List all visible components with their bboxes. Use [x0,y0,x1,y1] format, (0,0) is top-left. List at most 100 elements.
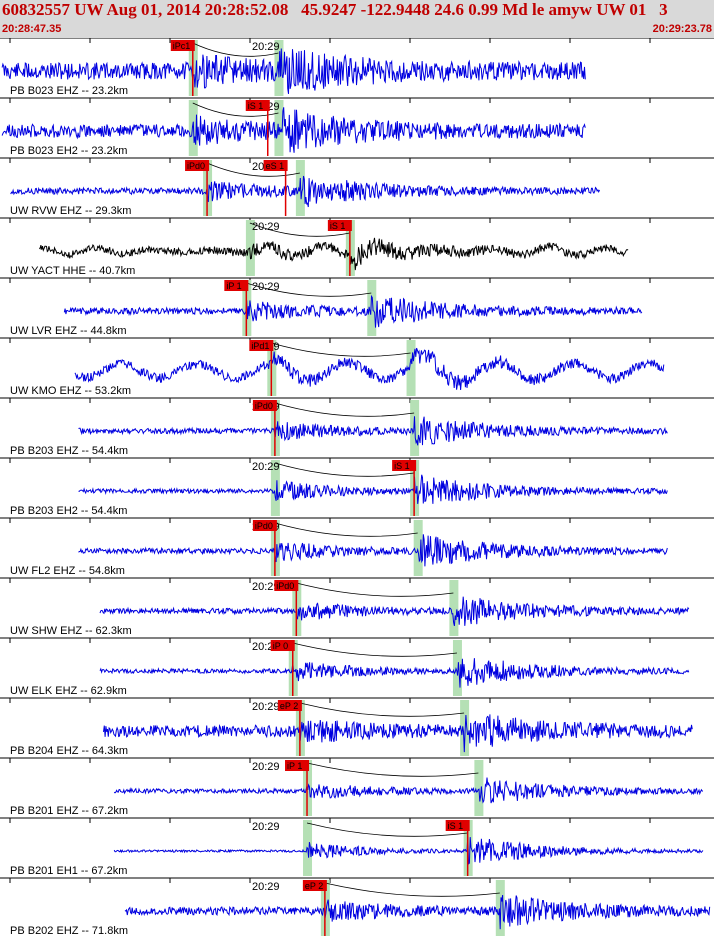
p-window [245,220,255,276]
pick-label: iP 1 [226,281,241,291]
trace-row[interactable]: 20:29iPd0eS 1UW RVW EHZ -- 29.3km [0,157,714,217]
pick-flag[interactable] [327,220,352,231]
waveform [63,294,643,328]
pick-flag[interactable] [285,760,310,771]
pick-label: eP 2 [280,701,298,711]
pick-label: iP 1 [287,761,302,771]
minute-label: 20:29 [252,761,280,773]
event-header: 60832557 UW Aug 01, 2014 20:28:52.08 45.… [0,0,714,38]
station-label: UW RVW EHZ -- 29.3km [10,205,131,217]
minute-label: 20:29 [252,881,280,893]
trace-row[interactable]: 20:29 iP 1 UW LVR EHZ -- 44.8km [0,277,714,337]
pick-label: iS 1 [394,461,410,471]
waveform [1,107,586,153]
s-window [474,760,484,816]
station-label: UW SHW EHZ -- 62.3km [10,625,132,637]
event-title: 60832557 UW Aug 01, 2014 20:28:52.08 45.… [2,0,668,19]
waveform [10,175,600,208]
seismogram-panel[interactable]: 20:29 iPc1 PB B023 EHZ -- 23.2km 20:29 iS 1 P… [0,37,714,938]
trace-row[interactable]: 20:29 eP 2 PB B202 EHZ -- 71.8km [0,877,714,937]
arrival-curve [271,342,411,357]
pick-label: iPd0 [187,161,205,171]
station-label: PB B201 EHZ -- 67.2km [10,805,128,817]
waveform [113,836,704,865]
pick-label: iS 1 [448,821,464,831]
minute-label: 20:29 [252,581,280,593]
station-label: PB B203 EH2 -- 54.4km [10,505,127,517]
arrival-curve [306,762,479,777]
waveform [99,658,690,688]
station-label: UW KMO EHZ -- 53.2km [10,385,131,397]
station-label: PB B023 EHZ -- 23.2km [10,85,128,97]
pick-label: iS 1 [330,221,346,231]
station-label: PB B023 EH2 -- 23.2km [10,145,127,157]
arrival-curve [306,822,468,837]
pick-flag[interactable] [185,160,210,171]
arrival-curve [324,882,500,897]
pick-flag[interactable] [270,640,295,651]
arrival-curve [296,582,454,597]
arrival-curve [274,402,415,417]
window-start-time: 20:28:47.35 [2,23,62,35]
station-label: UW ELK EHZ -- 62.9km [10,685,127,697]
trace-row[interactable]: 20:29 iS 1 UW YACT HHE -- 40.7km [0,217,714,277]
pick-flag[interactable] [245,100,270,111]
pick-flag[interactable] [392,460,417,471]
waveform [78,534,668,567]
minute-label: 20:29 [252,41,280,53]
arrival-curve [274,462,415,477]
trace-row[interactable]: 20:29 iP 1 PB B201 EHZ -- 67.2km [0,757,714,817]
arrival-curve [249,222,350,237]
pick-flag[interactable] [252,400,277,411]
pick-label: eS 1 [266,161,285,171]
pick-flag[interactable] [252,520,277,531]
pick-flag[interactable] [274,580,299,591]
arrival-curve [246,282,372,297]
waveform [74,347,665,391]
trace-row[interactable]: 20:29 iPc1 PB B023 EHZ -- 23.2km [0,37,714,97]
station-label: PB B204 EHZ -- 64.3km [10,745,128,757]
pick-label: iPd0 [255,521,273,531]
minute-label: 20:29 [252,461,280,473]
station-label: UW LVR EHZ -- 44.8km [10,325,127,337]
arrival-curve [192,42,279,57]
s-window [406,340,416,396]
pick-flag[interactable] [263,160,288,171]
pick-label: eP 2 [305,881,323,891]
arrival-curve [299,702,465,717]
pick-flag[interactable] [302,880,327,891]
waveform [38,237,629,271]
s-window [274,100,284,156]
trace-row[interactable]: 20:29 iS 1 PB B203 EH2 -- 54.4km [0,457,714,517]
waveform [113,777,704,804]
trace-row[interactable]: 20:29iPd1UW KMO EHZ -- 53.2km [0,337,714,397]
pick-flag[interactable] [170,40,195,51]
minute-label: 20:29 [252,821,280,833]
s-window [367,280,377,336]
arrival-curve [292,642,458,657]
pick-flag[interactable] [224,280,249,291]
pick-flag[interactable] [277,700,302,711]
minute-label: 20:29 [252,701,280,713]
s-window [449,580,459,636]
trace-row[interactable]: 20:29 iS 1 PB B201 EH1 -- 67.2km [0,817,714,877]
pick-label: iPd0 [255,401,273,411]
trace-row[interactable]: 20:29iPd0PB B203 EHZ -- 54.4km [0,397,714,457]
waveform [124,894,711,930]
station-label: PB B202 EHZ -- 71.8km [10,925,128,937]
pick-label: iPc1 [173,41,191,51]
pick-flag[interactable] [445,820,470,831]
pick-label: iPd1 [251,341,269,351]
waveform [103,714,693,753]
waveform [78,416,668,446]
pick-label: iP 0 [273,641,288,651]
pick-label: iS 1 [248,101,264,111]
minute-label: 20:29 [252,281,280,293]
trace-row[interactable]: 20:29 eP 2 PB B204 EHZ -- 64.3km [0,697,714,757]
station-label: UW YACT HHE -- 40.7km [10,265,135,277]
pick-flag[interactable] [249,340,274,351]
